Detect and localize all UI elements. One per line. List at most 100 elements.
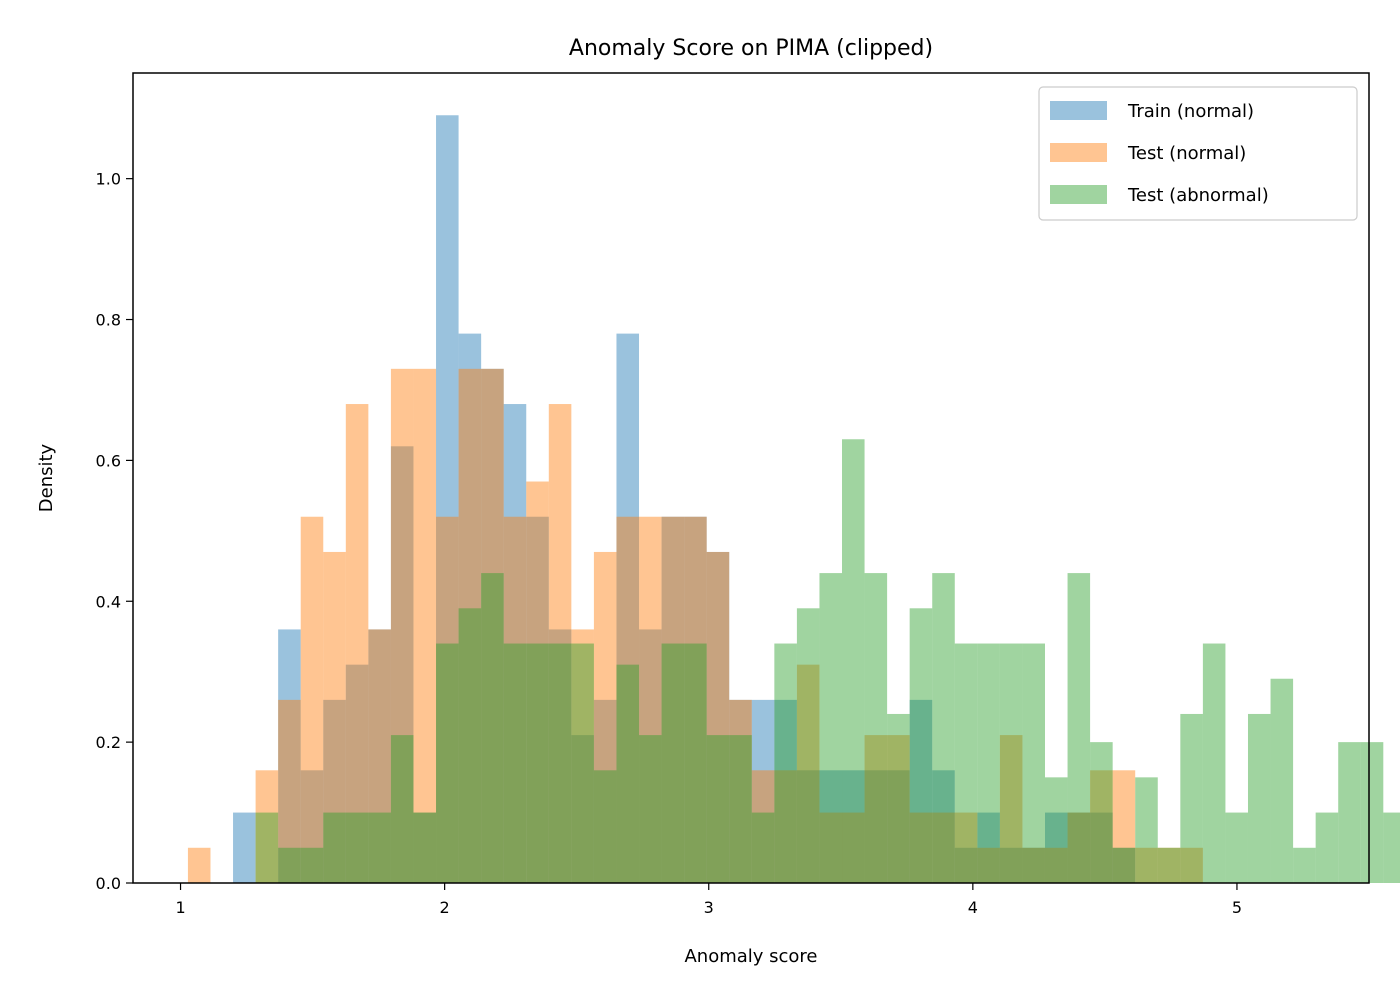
histogram-bar xyxy=(616,516,640,883)
histogram-bar xyxy=(255,812,279,883)
legend-label: Test (abnormal) xyxy=(1127,185,1269,206)
histogram-bar xyxy=(819,812,843,883)
legend-swatch xyxy=(1050,185,1107,204)
histogram-bar xyxy=(1338,742,1361,883)
y-axis-ticks: 0.0 0.2 0.4 0.6 0.8 1.0 xyxy=(96,170,133,893)
histogram-bar xyxy=(864,735,888,883)
histogram-bar xyxy=(661,516,685,883)
histogram-bar xyxy=(458,608,482,883)
histogram-bar xyxy=(977,847,1000,883)
histogram-bar xyxy=(842,812,865,883)
histogram-bar xyxy=(1090,812,1113,883)
histogram-bar xyxy=(842,439,865,883)
histogram-bar xyxy=(661,516,685,883)
histogram-bar xyxy=(187,847,211,883)
legend-swatch xyxy=(1050,101,1107,120)
y-tick-label: 1.0 xyxy=(96,170,121,189)
x-axis-ticks: 1 2 3 4 5 xyxy=(175,883,1242,917)
histogram-bar xyxy=(458,368,482,884)
y-tick-label: 0.6 xyxy=(96,451,121,470)
histogram-bar xyxy=(774,770,797,883)
histogram-bar xyxy=(413,812,437,883)
legend-label: Test (normal) xyxy=(1127,143,1246,164)
histogram-bar xyxy=(1202,643,1226,883)
histogram-bar xyxy=(593,770,617,883)
histogram-bar xyxy=(300,847,324,883)
histogram-bar xyxy=(368,629,391,883)
histogram-bar xyxy=(458,333,482,883)
histogram-bar xyxy=(887,713,910,883)
histogram-bar xyxy=(1112,770,1136,883)
histogram-bar xyxy=(661,643,685,883)
histogram-bar xyxy=(1293,847,1316,883)
y-axis-label: Density xyxy=(36,443,57,512)
plot-frame xyxy=(132,72,1370,884)
histogram-bar xyxy=(1247,713,1271,883)
histogram-bar xyxy=(864,770,888,883)
series-1-bars xyxy=(233,115,1136,884)
legend-box xyxy=(1038,86,1358,221)
histogram-bar xyxy=(1045,847,1068,883)
histogram-bar xyxy=(684,643,707,883)
histogram-bar xyxy=(1180,847,1203,883)
histogram-bar xyxy=(436,643,459,883)
histogram-bar xyxy=(977,643,1000,883)
histogram-bar xyxy=(729,699,752,883)
histogram-bar xyxy=(639,516,662,883)
x-tick-label: 5 xyxy=(1232,898,1242,917)
histogram-bar xyxy=(909,699,933,883)
histogram-bar xyxy=(909,812,933,883)
histogram-bar xyxy=(1090,770,1113,883)
histogram-bar xyxy=(1225,812,1248,883)
histogram-bar xyxy=(999,735,1023,883)
histogram-bar xyxy=(954,812,978,883)
histogram-bar xyxy=(706,551,730,883)
histogram-bar xyxy=(413,368,437,884)
histogram-bar xyxy=(1157,847,1181,883)
histogram-bar xyxy=(774,643,797,883)
histogram-bar xyxy=(526,481,549,883)
histogram-bar xyxy=(1022,847,1045,883)
histogram-bar xyxy=(842,770,865,883)
histogram-bar xyxy=(819,573,843,883)
histogram-bar xyxy=(390,446,414,883)
histogram-bar xyxy=(999,847,1023,883)
histogram-bar xyxy=(684,516,707,883)
histogram-bar xyxy=(481,573,504,883)
histogram-bar xyxy=(481,368,504,884)
histogram-bar xyxy=(345,812,369,883)
histogram-bar xyxy=(233,812,256,883)
histogram-bar xyxy=(436,115,459,883)
histogram-bar xyxy=(909,608,933,883)
histogram-bar xyxy=(390,368,414,884)
histogram-bar xyxy=(278,847,301,883)
bars-layer xyxy=(187,115,1400,884)
histogram-bar xyxy=(278,629,301,883)
series-2-bars xyxy=(187,368,1203,884)
histogram-bar xyxy=(751,770,775,883)
legend-label: Train (normal) xyxy=(1127,101,1254,122)
histogram-bar xyxy=(616,333,640,883)
histogram-bar xyxy=(729,735,752,883)
histogram-bar xyxy=(1157,847,1181,883)
histogram-bar xyxy=(278,699,301,883)
histogram-bar xyxy=(887,735,910,883)
histogram-bar xyxy=(706,735,730,883)
y-tick-label: 0.0 xyxy=(96,874,121,893)
histogram-bar xyxy=(548,629,572,883)
histogram-bar xyxy=(796,770,820,883)
histogram-bar xyxy=(751,812,775,883)
histogram-bar xyxy=(616,664,640,883)
histogram-bar xyxy=(729,699,752,883)
x-tick-label: 3 xyxy=(704,898,714,917)
histogram-bar xyxy=(1067,573,1091,883)
histogram-bar xyxy=(796,664,820,883)
y-tick-label: 0.8 xyxy=(96,311,121,330)
histogram-bar xyxy=(932,812,955,883)
histogram-bar xyxy=(751,699,775,883)
x-tick-label: 2 xyxy=(440,898,450,917)
histogram-bar xyxy=(368,629,391,883)
histogram-bar xyxy=(1067,812,1091,883)
histogram-bar xyxy=(1045,777,1068,883)
